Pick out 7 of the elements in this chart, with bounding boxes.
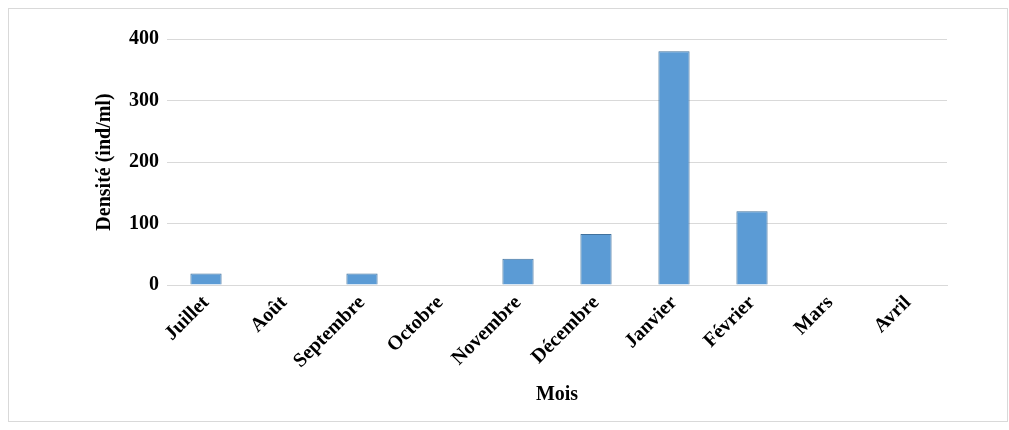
x-axis-title: Mois bbox=[535, 382, 579, 405]
y-tick-label: 300 bbox=[129, 87, 159, 110]
y-tick-label: 400 bbox=[129, 26, 159, 49]
y-axis-title: Densité (ind/ml) bbox=[92, 93, 116, 231]
y-tick-label: 0 bbox=[149, 272, 159, 295]
y-tick-label: 200 bbox=[129, 149, 159, 172]
y-tick-label: 100 bbox=[129, 210, 159, 233]
